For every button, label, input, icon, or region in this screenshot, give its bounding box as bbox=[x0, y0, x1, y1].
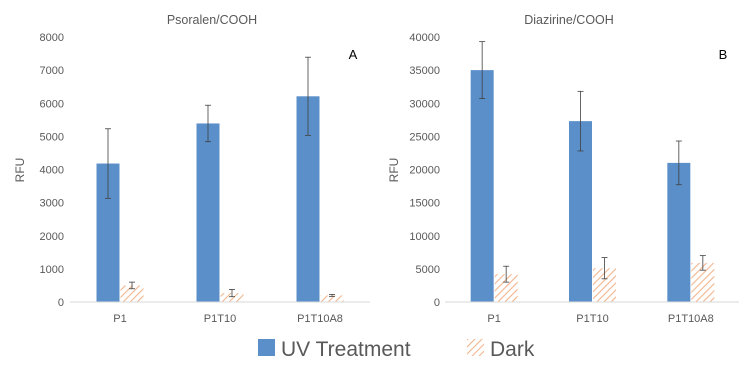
error-bars bbox=[479, 41, 706, 283]
error-bar-uv-p1 bbox=[105, 128, 111, 199]
y-tick-label: 10000 bbox=[409, 231, 440, 243]
chart-panel-psoralen: Psoralen/COOH A RFU 0 1000 2000 3000 4000 500… bbox=[13, 13, 370, 325]
legend-swatch-uv bbox=[258, 339, 275, 356]
error-bar-dark-p1t10a8 bbox=[699, 255, 706, 271]
bar-uv-p1t10a8 bbox=[296, 96, 320, 302]
y-tick-label: 35000 bbox=[409, 65, 440, 77]
x-tick-label: P1T10 bbox=[204, 313, 236, 325]
chart-title: Psoralen/COOH bbox=[167, 13, 257, 27]
panel-label: A bbox=[349, 47, 358, 62]
bar-uv-p1t10a8 bbox=[667, 162, 691, 302]
bars bbox=[96, 96, 344, 302]
error-bar-dark-p1 bbox=[129, 281, 135, 290]
y-tick-label: 7000 bbox=[40, 65, 64, 77]
y-tick-label: 2000 bbox=[40, 231, 64, 243]
error-bar-uv-p1t10 bbox=[577, 90, 584, 152]
chart-panel-diazirine: Diazirine/COOH B RFU 0 5000 10000 15000 2000… bbox=[387, 13, 739, 325]
y-tick-label: 0 bbox=[58, 297, 64, 309]
error-bar-uv-p1t10a8 bbox=[305, 56, 311, 136]
y-tick-label: 15000 bbox=[409, 198, 440, 210]
bar-uv-p1t10 bbox=[569, 121, 592, 302]
y-tick-label: 8000 bbox=[40, 32, 64, 44]
error-bar-dark-p1t10 bbox=[601, 257, 608, 280]
y-tick-label: 0 bbox=[434, 297, 440, 309]
error-bar-dark-p1t10 bbox=[229, 289, 235, 298]
y-tick-label: 6000 bbox=[40, 98, 64, 110]
chart-title: Diazirine/COOH bbox=[524, 13, 614, 27]
x-tick-labels: P1 P1T10 P1T10A8 bbox=[487, 313, 713, 325]
error-bar-uv-p1t10a8 bbox=[675, 140, 682, 186]
y-axis-label: RFU bbox=[13, 158, 27, 183]
legend: UV Treatment Dark bbox=[258, 338, 535, 361]
error-bar-uv-p1 bbox=[479, 41, 486, 100]
legend-swatch-dark bbox=[467, 339, 484, 356]
bar-dark-p1 bbox=[494, 274, 518, 302]
bar-dark-p1t10a8 bbox=[320, 295, 344, 302]
error-bar-dark-p1 bbox=[503, 265, 510, 283]
bars bbox=[470, 70, 715, 302]
bar-uv-p1 bbox=[96, 163, 120, 302]
error-bar-dark-p1t10a8 bbox=[329, 293, 335, 297]
y-tick-label: 25000 bbox=[409, 131, 440, 143]
y-tick-label: 3000 bbox=[40, 198, 64, 210]
bar-dark-p1 bbox=[120, 285, 144, 302]
y-tick-label: 40000 bbox=[409, 32, 440, 44]
x-tick-label: P1 bbox=[487, 313, 500, 325]
y-tick-labels: 0 1000 2000 3000 4000 5000 6000 7000 8000 bbox=[40, 32, 64, 309]
x-tick-label: P1T10 bbox=[576, 313, 608, 325]
bar-dark-p1t10 bbox=[220, 293, 244, 302]
y-tick-label: 5000 bbox=[40, 131, 64, 143]
panel-label: B bbox=[719, 47, 728, 62]
bar-dark-p1t10 bbox=[593, 268, 616, 302]
y-tick-labels: 0 5000 10000 15000 20000 25000 30000 35000 40000 bbox=[409, 32, 440, 309]
y-tick-label: 1000 bbox=[40, 264, 64, 276]
error-bar-uv-p1t10 bbox=[205, 104, 211, 143]
bar-uv-p1t10 bbox=[196, 123, 220, 302]
legend-label-uv: UV Treatment bbox=[281, 338, 411, 360]
y-tick-label: 20000 bbox=[409, 165, 440, 177]
y-tick-label: 5000 bbox=[416, 264, 440, 276]
legend-label-dark: Dark bbox=[490, 338, 535, 360]
error-bars bbox=[105, 56, 335, 298]
bar-dark-p1t10a8 bbox=[691, 262, 715, 302]
y-tick-label: 4000 bbox=[40, 165, 64, 177]
x-tick-label: P1 bbox=[113, 313, 126, 325]
x-tick-label: P1T10A8 bbox=[668, 313, 714, 325]
y-axis-label: RFU bbox=[387, 158, 401, 183]
y-tick-label: 30000 bbox=[409, 98, 440, 110]
x-tick-labels: P1 P1T10 P1T10A8 bbox=[113, 313, 343, 325]
x-tick-label: P1T10A8 bbox=[297, 313, 343, 325]
bar-uv-p1 bbox=[470, 70, 494, 302]
